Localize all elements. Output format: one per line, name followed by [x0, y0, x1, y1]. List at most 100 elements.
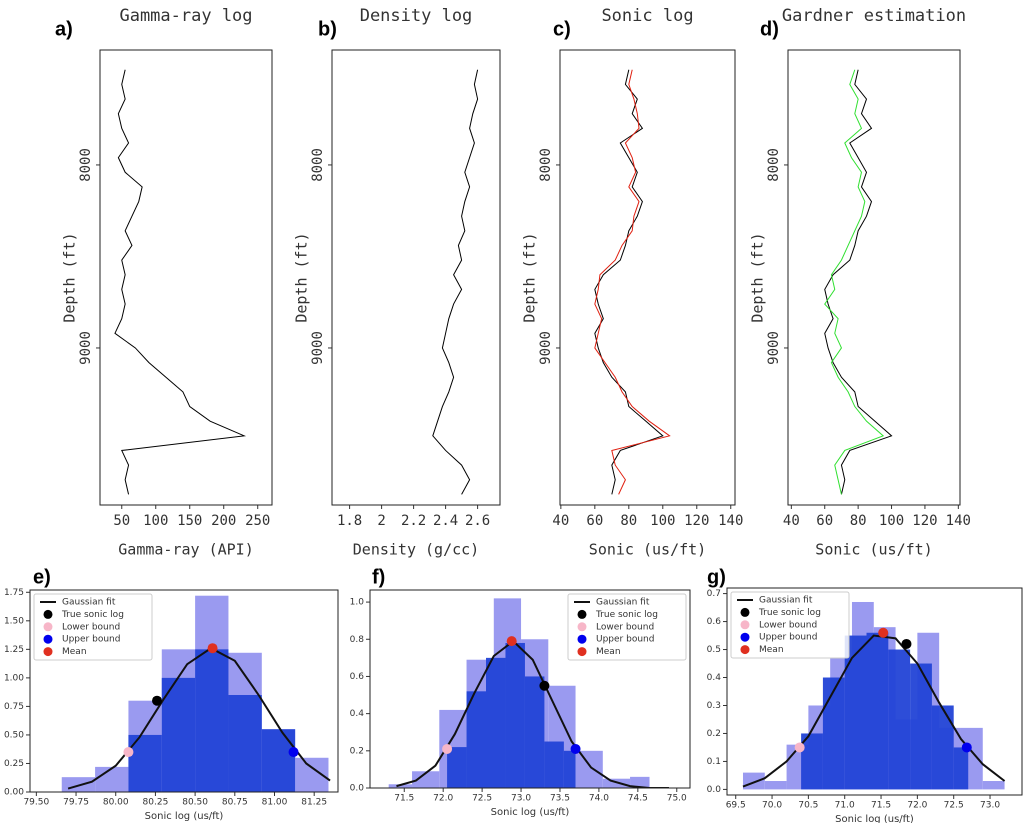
plot-area	[742, 601, 1006, 790]
x-tick-label: 40	[783, 513, 800, 529]
y-tick-label: 0.00	[4, 788, 24, 798]
histogram-bar	[466, 691, 487, 788]
x-axis-label: Sonic log (us/ft)	[835, 814, 914, 823]
legend-label: Lower bound	[596, 622, 654, 632]
x-axis-label: Sonic log (us/ft)	[491, 807, 570, 818]
panel-letter: g)	[707, 566, 726, 588]
histogram-bar	[563, 750, 576, 788]
x-tick-label: 70.0	[762, 801, 782, 811]
x-tick-label: 75.0	[667, 794, 687, 804]
x-axis-label: Density (g/cc)	[353, 541, 479, 559]
x-axis-label: Sonic (us/ft)	[589, 541, 706, 559]
y-tick-label: 8000	[78, 148, 94, 182]
axes-frame	[726, 587, 1023, 796]
x-tick-label: 2.6	[465, 513, 490, 529]
panel-letter: e)	[33, 566, 51, 588]
x-tick-label: 120	[684, 513, 709, 529]
legend-box	[33, 593, 153, 661]
legend-swatch	[43, 634, 53, 644]
y-tick-label: 0.3	[707, 701, 721, 711]
y-tick-label: 8000	[310, 148, 326, 182]
plot-area	[594, 69, 671, 495]
legend-box	[567, 593, 687, 661]
histogram-bar	[801, 733, 823, 790]
y-tick-label: 1.50	[4, 616, 24, 626]
histogram-bar	[822, 677, 845, 790]
panel: g) 69.5 70.0 70.5 71.0 71.5 72.0 72.5 73.0 0.0 0.1…	[707, 566, 1023, 823]
x-tick-label: 2.2	[401, 513, 426, 529]
panel-letter: c)	[553, 18, 571, 40]
axes-frame	[331, 49, 501, 506]
legend-label: True sonic log	[758, 608, 821, 618]
histogram-bar	[866, 632, 889, 790]
y-tick-label: 9000	[766, 331, 782, 365]
x-tick-label: 250	[245, 513, 270, 529]
panel: a) Gamma-ray log 50 100 150 200 250 8000 9000 Gam…	[55, 6, 273, 559]
legend-label: True sonic log	[595, 610, 658, 620]
axes-frame	[99, 49, 273, 506]
legend-swatch	[740, 645, 750, 655]
legend-swatch	[577, 647, 587, 657]
y-tick-label: 0.4	[707, 673, 722, 683]
x-tick-label: 100	[143, 513, 168, 529]
legend-label: Upper bound	[759, 633, 817, 643]
legend-box	[730, 591, 850, 659]
legend-swatch	[577, 609, 587, 619]
x-tick-label: 2.4	[433, 513, 458, 529]
legend-label: Lower bound	[62, 622, 120, 632]
x-tick-label: 81.00	[262, 798, 288, 808]
x-tick-label: 79.50	[23, 798, 49, 808]
x-tick-label: 80.25	[143, 798, 169, 808]
y-tick-label: 0.50	[4, 730, 24, 740]
y-tick-label: 1.75	[4, 588, 24, 598]
point	[152, 695, 163, 706]
legend-label: Upper bound	[596, 635, 654, 645]
point	[288, 747, 299, 758]
panel: c) Sonic log 40 60 80 100 120 140 8000 9000 Sonic …	[521, 6, 744, 559]
log-trace	[432, 69, 479, 495]
y-tick-label: 0.2	[707, 729, 721, 739]
log-trace	[114, 69, 247, 495]
histogram-bar	[412, 771, 440, 788]
panel-letter: b)	[318, 18, 337, 40]
legend-label: True sonic log	[61, 610, 124, 620]
x-tick-label: 69.5	[726, 801, 746, 811]
gaussian-fit	[742, 634, 1006, 788]
y-tick-label: 9000	[310, 331, 326, 365]
plot-area	[388, 598, 669, 788]
plot-area	[61, 595, 331, 792]
panel-letter: a)	[55, 18, 73, 40]
y-tick-label: 0.1	[707, 757, 721, 767]
legend-label: Gaussian fit	[62, 598, 116, 608]
y-tick-label: 0.7	[707, 589, 721, 599]
x-tick-label: 71.0	[835, 801, 855, 811]
histogram-bar	[447, 747, 467, 788]
histogram-bar	[486, 657, 506, 788]
histogram-bar	[544, 741, 564, 788]
histogram-bar	[764, 781, 787, 790]
x-tick-label: 81.25	[301, 798, 327, 808]
x-tick-label: 80.75	[222, 798, 248, 808]
x-tick-label: 72.0	[907, 801, 927, 811]
x-tick-label: 120	[912, 513, 937, 529]
y-axis-label: Depth (ft)	[293, 232, 311, 322]
histogram-bar	[161, 677, 196, 792]
histogram-bar	[742, 772, 765, 790]
y-tick-label: 9000	[538, 331, 554, 365]
y-tick-label: 0.2	[350, 746, 364, 756]
x-tick-label: 40	[552, 513, 569, 529]
legend-label: Gaussian fit	[596, 598, 650, 608]
legend-swatch	[740, 632, 750, 642]
x-axis-label: Sonic (us/ft)	[815, 541, 932, 559]
x-tick-label: 80.00	[103, 798, 129, 808]
point	[878, 627, 889, 638]
axes-frame	[29, 589, 339, 793]
histogram-bar	[630, 776, 650, 788]
x-tick-label: 79.75	[63, 798, 89, 808]
panel-title: Gardner estimation	[782, 6, 966, 26]
legend-label: Lower bound	[759, 620, 817, 630]
x-tick-label: 140	[718, 513, 743, 529]
x-tick-label: 60	[816, 513, 833, 529]
y-tick-label: 1.25	[4, 645, 24, 655]
histogram-bar	[602, 778, 631, 788]
